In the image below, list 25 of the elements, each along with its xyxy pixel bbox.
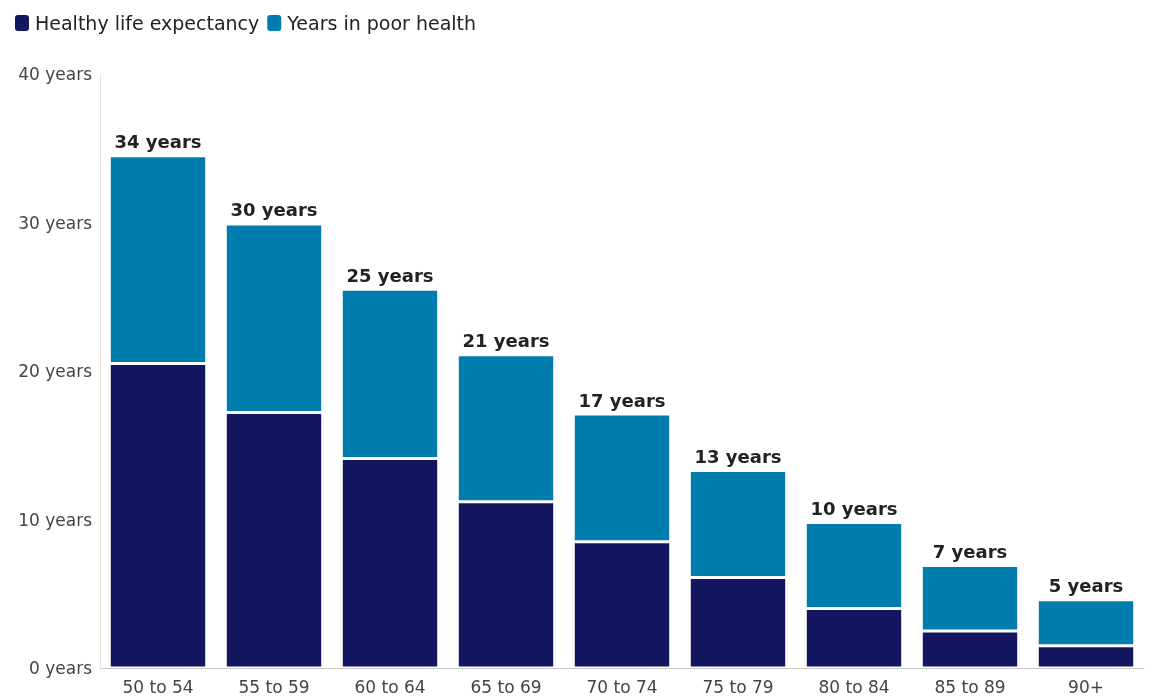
total-label: 30 years <box>230 199 318 221</box>
y-tick-label: 0 years <box>28 658 93 678</box>
y-tick-label: 40 years <box>18 64 93 84</box>
total-label: 21 years <box>462 330 550 352</box>
legend-label: Years in poor health <box>286 12 477 34</box>
total-label: 25 years <box>346 264 434 286</box>
total-label: 7 years <box>932 541 1008 563</box>
y-tick-label: 10 years <box>18 509 93 530</box>
x-tick-label: 75 to 79 <box>702 676 774 697</box>
total-label: 34 years <box>114 131 202 153</box>
y-tick-label: 20 years <box>18 361 93 381</box>
x-tick-label: 50 to 54 <box>122 676 194 697</box>
total-label: 5 years <box>1048 575 1124 597</box>
x-tick-label: 55 to 59 <box>238 676 310 697</box>
total-label: 17 years <box>578 389 666 411</box>
x-tick-label: 65 to 69 <box>470 676 542 697</box>
y-tick-label: 30 years <box>18 212 93 233</box>
x-tick-label: 80 to 84 <box>818 676 890 697</box>
x-tick-label: 90+ <box>1068 676 1104 697</box>
total-label: 10 years <box>810 497 898 519</box>
legend-label: Healthy life expectancy <box>35 12 260 34</box>
x-tick-label: 60 to 64 <box>354 676 426 697</box>
x-tick-label: 70 to 74 <box>586 676 658 697</box>
x-tick-label: 85 to 89 <box>934 676 1006 697</box>
total-label: 13 years <box>694 445 782 467</box>
